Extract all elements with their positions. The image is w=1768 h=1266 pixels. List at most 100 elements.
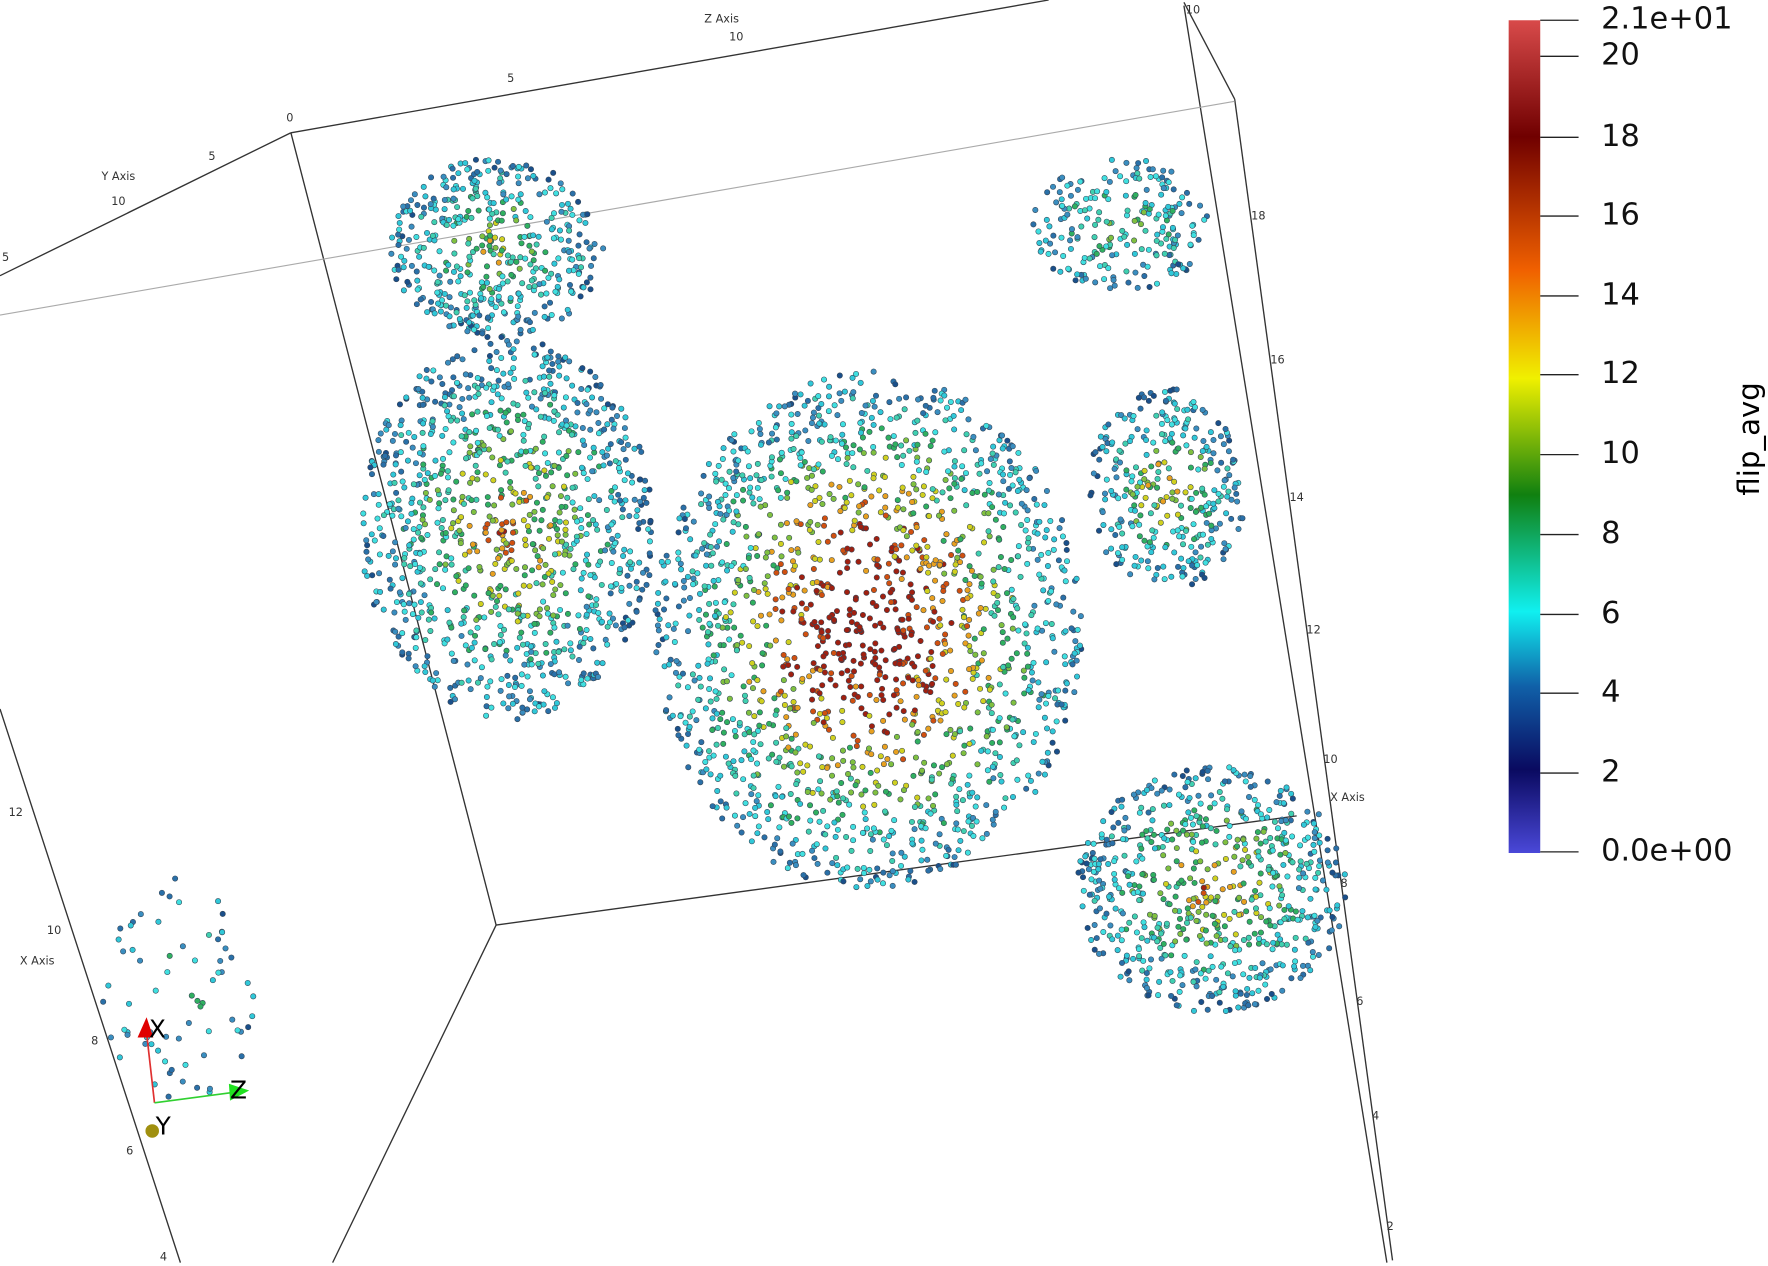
point [844, 667, 851, 674]
point [1007, 502, 1014, 509]
point [1172, 893, 1179, 900]
point [1101, 175, 1108, 182]
point [653, 649, 660, 656]
point [541, 313, 548, 320]
point [815, 753, 822, 760]
point [497, 582, 504, 589]
point [610, 548, 617, 555]
point [1009, 716, 1016, 723]
point [804, 397, 811, 404]
point [812, 498, 819, 504]
point [982, 605, 989, 612]
point [996, 715, 1003, 722]
point [368, 531, 375, 538]
point [720, 740, 727, 747]
point [1008, 556, 1015, 563]
point [808, 472, 815, 479]
point [415, 529, 422, 536]
point [849, 527, 856, 534]
point [839, 421, 846, 428]
point [951, 568, 958, 575]
point [430, 367, 437, 374]
point [932, 429, 939, 436]
point [693, 717, 700, 724]
point [561, 646, 568, 653]
point [508, 547, 515, 554]
point [465, 208, 472, 214]
point [900, 708, 907, 715]
point [1247, 783, 1254, 790]
point [892, 381, 899, 388]
point [860, 864, 867, 871]
point [459, 493, 466, 500]
point [754, 553, 761, 560]
point [1251, 796, 1258, 803]
point [914, 794, 921, 801]
point [1041, 502, 1048, 509]
point [420, 204, 427, 211]
point [1088, 876, 1095, 883]
point [908, 596, 915, 603]
point [387, 585, 394, 592]
point [996, 536, 1003, 543]
point [1173, 845, 1180, 852]
point [585, 593, 592, 600]
point [726, 695, 733, 702]
point [447, 278, 454, 285]
point [450, 268, 457, 275]
point [1210, 450, 1217, 457]
point [1203, 519, 1210, 526]
point [411, 433, 418, 440]
point [1122, 440, 1129, 447]
point [1292, 934, 1299, 941]
point [1157, 890, 1164, 897]
point [778, 449, 785, 456]
point [219, 929, 226, 936]
point [555, 358, 562, 365]
point [1175, 261, 1182, 268]
point [872, 789, 879, 796]
point [1295, 885, 1302, 892]
point [1201, 216, 1208, 223]
point [424, 309, 431, 316]
point [532, 547, 539, 554]
point [107, 1034, 114, 1041]
point [1304, 914, 1311, 921]
point [436, 272, 443, 279]
point [566, 358, 573, 365]
point [1007, 471, 1014, 478]
colorbar-label: 6 [1601, 596, 1620, 631]
point [1280, 800, 1287, 807]
point [560, 404, 567, 411]
point [731, 728, 738, 734]
point [722, 492, 729, 499]
point [1046, 223, 1053, 230]
point [455, 216, 462, 223]
point [1050, 546, 1057, 553]
point [1130, 413, 1137, 420]
point [1253, 835, 1260, 842]
point [966, 563, 973, 570]
point [777, 688, 784, 695]
point [516, 265, 523, 272]
point [215, 936, 222, 943]
point [121, 1026, 128, 1033]
point [1092, 279, 1099, 286]
point [1160, 167, 1167, 174]
point [1303, 860, 1310, 867]
point [913, 604, 920, 611]
point [471, 297, 478, 304]
point [900, 627, 907, 634]
point [621, 624, 628, 631]
point [714, 724, 721, 731]
point [550, 169, 557, 176]
point [869, 397, 876, 404]
point [888, 599, 895, 606]
point [1178, 210, 1185, 217]
point [728, 672, 735, 679]
point [494, 598, 501, 605]
point [744, 448, 751, 455]
point [380, 512, 387, 519]
point [986, 533, 993, 540]
point [562, 526, 569, 533]
